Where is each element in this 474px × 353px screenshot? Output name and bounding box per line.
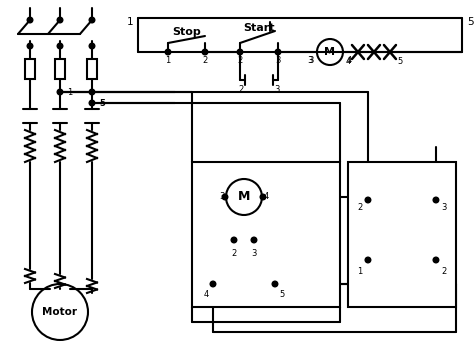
Text: 5: 5: [99, 98, 105, 108]
Circle shape: [222, 194, 228, 200]
Text: 2: 2: [237, 55, 243, 65]
Circle shape: [165, 49, 171, 55]
Text: Stop: Stop: [172, 27, 201, 37]
Text: Start: Start: [243, 23, 275, 33]
Bar: [55, 59, 65, 79]
Text: 4: 4: [264, 192, 269, 202]
Text: 1: 1: [127, 17, 133, 27]
Bar: [348, 162, 456, 307]
Bar: [87, 59, 97, 79]
Text: 4: 4: [346, 55, 352, 65]
Circle shape: [89, 89, 95, 95]
Bar: [192, 162, 340, 307]
Circle shape: [210, 281, 216, 287]
Circle shape: [251, 237, 257, 243]
Text: Motor: Motor: [43, 307, 77, 317]
Circle shape: [433, 257, 439, 263]
Text: 1: 1: [357, 268, 363, 276]
Circle shape: [231, 237, 237, 243]
Text: 3: 3: [274, 84, 280, 94]
Circle shape: [275, 49, 281, 55]
Text: 5: 5: [397, 56, 402, 66]
Circle shape: [202, 49, 208, 55]
Text: 2: 2: [231, 250, 237, 258]
Circle shape: [89, 17, 95, 23]
Circle shape: [27, 17, 33, 23]
Circle shape: [365, 197, 371, 203]
Circle shape: [260, 194, 266, 200]
Text: 3: 3: [307, 55, 313, 65]
Circle shape: [89, 43, 95, 49]
Text: M: M: [325, 47, 336, 57]
Text: 3: 3: [251, 250, 256, 258]
Text: 3: 3: [308, 55, 314, 65]
Circle shape: [27, 43, 33, 49]
Text: 4: 4: [346, 56, 351, 66]
Circle shape: [433, 197, 439, 203]
Text: 2: 2: [357, 203, 363, 213]
Text: 3: 3: [275, 55, 281, 65]
Text: 2: 2: [202, 55, 208, 65]
Circle shape: [365, 257, 371, 263]
Text: M: M: [238, 191, 250, 203]
Bar: [25, 59, 35, 79]
Text: 5: 5: [279, 291, 284, 299]
Circle shape: [57, 43, 63, 49]
Circle shape: [272, 281, 278, 287]
Circle shape: [237, 49, 243, 55]
Text: 2: 2: [441, 268, 447, 276]
Text: 5: 5: [467, 17, 474, 27]
Text: 2: 2: [238, 84, 244, 94]
Text: 1: 1: [165, 55, 171, 65]
Circle shape: [89, 100, 95, 106]
Circle shape: [57, 89, 63, 95]
Text: 4: 4: [203, 291, 209, 299]
Text: 3: 3: [441, 203, 447, 213]
Text: 3: 3: [219, 192, 225, 202]
Circle shape: [57, 17, 63, 23]
Text: 1: 1: [67, 88, 72, 96]
